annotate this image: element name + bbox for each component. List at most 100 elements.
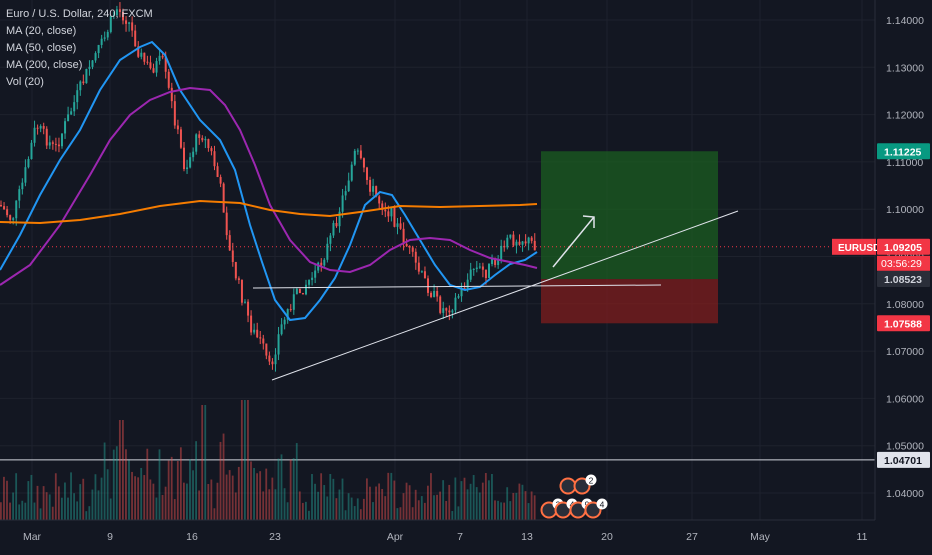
candle[interactable]: [524, 241, 527, 244]
candle[interactable]: [57, 144, 60, 147]
candle[interactable]: [88, 66, 91, 69]
candle[interactable]: [94, 53, 97, 61]
horizontal-line-label[interactable]: [877, 451, 930, 468]
ma20-legend[interactable]: MA (20, close): [6, 25, 77, 37]
candle[interactable]: [186, 167, 189, 170]
candle[interactable]: [79, 81, 82, 91]
candle[interactable]: [85, 68, 88, 84]
projection-arrow-line[interactable]: [552, 216, 595, 268]
candle[interactable]: [152, 68, 155, 73]
candle[interactable]: [45, 128, 48, 146]
candle[interactable]: [21, 182, 24, 190]
candle[interactable]: [384, 209, 387, 212]
candle[interactable]: [247, 301, 250, 316]
candle[interactable]: [97, 44, 100, 54]
candle[interactable]: [423, 271, 426, 279]
candle[interactable]: [195, 134, 198, 152]
candle[interactable]: [36, 127, 39, 129]
candle[interactable]: [454, 297, 457, 311]
candle[interactable]: [381, 203, 384, 210]
candle[interactable]: [134, 30, 137, 47]
candle[interactable]: [137, 46, 140, 57]
candle[interactable]: [73, 102, 76, 112]
candle[interactable]: [298, 288, 301, 294]
candle[interactable]: [82, 81, 85, 84]
candle[interactable]: [475, 267, 478, 269]
candle[interactable]: [500, 245, 503, 260]
candle[interactable]: [253, 329, 256, 333]
candle[interactable]: [326, 243, 329, 260]
candle[interactable]: [292, 294, 295, 310]
candle[interactable]: [198, 134, 201, 138]
candle[interactable]: [277, 334, 280, 355]
candle[interactable]: [54, 143, 57, 145]
candle[interactable]: [222, 183, 225, 213]
candle[interactable]: [484, 269, 487, 279]
candle[interactable]: [481, 266, 484, 270]
candle[interactable]: [420, 271, 423, 273]
candle[interactable]: [76, 90, 79, 103]
current-price-label[interactable]: [877, 238, 930, 255]
candle[interactable]: [530, 237, 533, 241]
candle[interactable]: [189, 157, 192, 168]
candle[interactable]: [506, 237, 509, 248]
candle[interactable]: [472, 268, 475, 270]
candle[interactable]: [311, 277, 314, 280]
candle[interactable]: [210, 148, 213, 152]
candle[interactable]: [466, 279, 469, 289]
candle[interactable]: [362, 158, 365, 168]
candle[interactable]: [289, 309, 292, 311]
candle[interactable]: [375, 186, 378, 197]
candle[interactable]: [256, 329, 259, 338]
candle[interactable]: [244, 301, 246, 303]
candle[interactable]: [259, 337, 262, 339]
candle[interactable]: [183, 147, 185, 170]
candle[interactable]: [359, 150, 362, 159]
candle[interactable]: [442, 308, 445, 313]
time-axis[interactable]: Mar 9 16 23 Apr 7 13 20 27 May 11: [0, 519, 875, 543]
candle[interactable]: [204, 139, 207, 141]
candle[interactable]: [91, 60, 94, 67]
event-badge[interactable]: 2: [573, 474, 597, 495]
candle[interactable]: [503, 245, 506, 248]
candle[interactable]: [295, 288, 298, 295]
candle[interactable]: [347, 180, 350, 192]
candle[interactable]: [329, 235, 332, 244]
candle[interactable]: [414, 251, 417, 263]
candle[interactable]: [497, 259, 500, 265]
candle[interactable]: [155, 61, 158, 73]
candle[interactable]: [70, 111, 73, 115]
candle[interactable]: [240, 279, 243, 303]
loss-zone[interactable]: [541, 279, 718, 324]
event-badge[interactable]: [559, 477, 577, 495]
candle[interactable]: [12, 218, 15, 220]
profit-zone[interactable]: [541, 151, 718, 280]
candle[interactable]: [115, 9, 118, 16]
candle[interactable]: [231, 250, 234, 262]
candle[interactable]: [118, 9, 121, 12]
candle[interactable]: [512, 234, 515, 246]
support-line[interactable]: [252, 284, 662, 289]
candle[interactable]: [42, 126, 45, 129]
candle[interactable]: [445, 308, 448, 311]
target-price-label[interactable]: [877, 143, 930, 160]
candle[interactable]: [332, 223, 335, 236]
candle[interactable]: [396, 223, 399, 227]
candle[interactable]: [366, 167, 368, 180]
candle[interactable]: [283, 319, 286, 325]
candle[interactable]: [265, 343, 268, 356]
candle[interactable]: [51, 142, 54, 144]
candle[interactable]: [488, 263, 490, 279]
candle[interactable]: [405, 243, 408, 247]
candle[interactable]: [527, 237, 530, 244]
candle[interactable]: [268, 355, 271, 362]
candle[interactable]: [533, 240, 536, 251]
candle[interactable]: [433, 290, 436, 297]
candle[interactable]: [457, 296, 460, 298]
candle[interactable]: [179, 129, 182, 148]
candle[interactable]: [521, 241, 524, 245]
entry-price-label[interactable]: [877, 271, 930, 288]
candle[interactable]: [143, 52, 146, 62]
ma50-legend[interactable]: MA (50, close): [6, 42, 77, 54]
ma50-line[interactable]: [0, 86, 538, 286]
